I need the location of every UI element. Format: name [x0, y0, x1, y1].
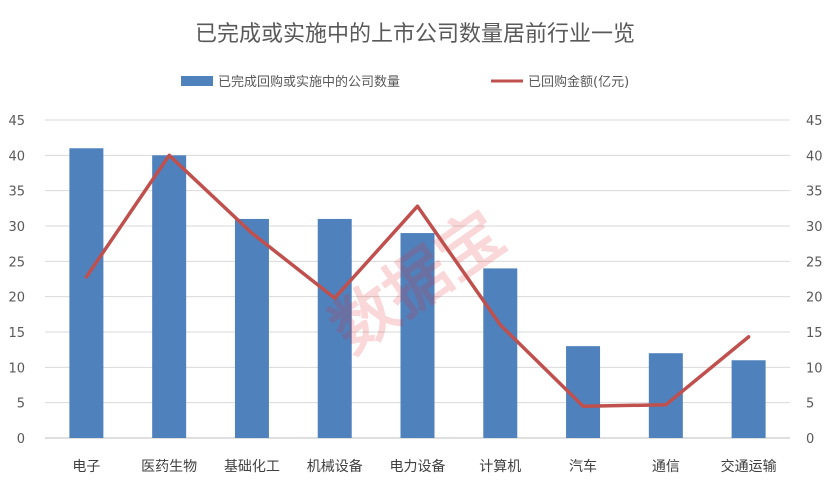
category-label: 电力设备 [390, 458, 446, 475]
right-tick-label: 20 [806, 291, 823, 306]
category-label: 计算机 [479, 459, 521, 475]
left-tick-label: 25 [8, 255, 25, 270]
bar [317, 218, 352, 438]
bar-series [69, 148, 766, 439]
left-tick-label: 35 [8, 185, 25, 200]
right-tick-label: 30 [806, 220, 823, 235]
right-tick-label: 15 [806, 326, 823, 341]
line-point [250, 231, 254, 235]
legend: 已完成回购或实施中的公司数量 已回购金额(亿元) [181, 74, 629, 90]
line-point [84, 275, 88, 279]
bar [731, 360, 766, 438]
category-label: 电子 [72, 459, 100, 475]
line-point [581, 404, 585, 408]
chart-title: 已完成或实施中的上市公司数量居前行业一览 [195, 22, 635, 47]
right-tick-label: 45 [806, 114, 823, 129]
legend-label-line: 已回购金额(亿元) [528, 74, 629, 90]
bar [400, 233, 435, 438]
right-axis: 0 5 10 15 20 25 30 35 40 45 [806, 114, 823, 447]
category-label: 通信 [652, 459, 680, 475]
right-tick-label: 0 [806, 432, 814, 447]
category-label: 基础化工 [224, 458, 280, 475]
right-tick-label: 5 [806, 397, 814, 412]
right-tick-label: 35 [806, 185, 823, 200]
left-axis: 0 5 10 15 20 25 30 35 40 45 [8, 114, 25, 447]
left-tick-label: 15 [8, 326, 25, 341]
left-tick-label: 5 [17, 397, 25, 412]
bar [566, 346, 601, 438]
line-point [664, 403, 668, 407]
bar [483, 268, 518, 438]
left-tick-label: 20 [8, 291, 25, 306]
left-tick-label: 45 [8, 114, 25, 129]
left-tick-label: 40 [8, 149, 25, 164]
category-axis: 电子 医药生物 基础化工 机械设备 电力设备 计算机 汽车 通信 交通运输 [72, 458, 776, 475]
left-tick-label: 0 [17, 432, 25, 447]
left-tick-label: 10 [8, 361, 25, 376]
bar [234, 218, 269, 438]
line-point [167, 153, 171, 157]
legend-swatch-bar [181, 76, 213, 86]
line-point [747, 335, 751, 339]
line-point [416, 204, 419, 208]
right-tick-label: 40 [806, 149, 823, 164]
line-series [84, 153, 751, 408]
line-point [498, 323, 502, 327]
bar [69, 148, 104, 438]
category-label: 汽车 [569, 458, 597, 475]
category-label: 机械设备 [307, 458, 363, 475]
legend-label-bar: 已完成回购或实施中的公司数量 [218, 74, 400, 90]
bar [152, 155, 187, 439]
category-label: 交通运输 [721, 458, 777, 475]
category-label: 医药生物 [141, 459, 197, 475]
line-point [333, 296, 337, 300]
right-tick-label: 10 [806, 361, 823, 376]
right-tick-label: 25 [806, 255, 823, 270]
left-tick-label: 30 [8, 220, 25, 235]
